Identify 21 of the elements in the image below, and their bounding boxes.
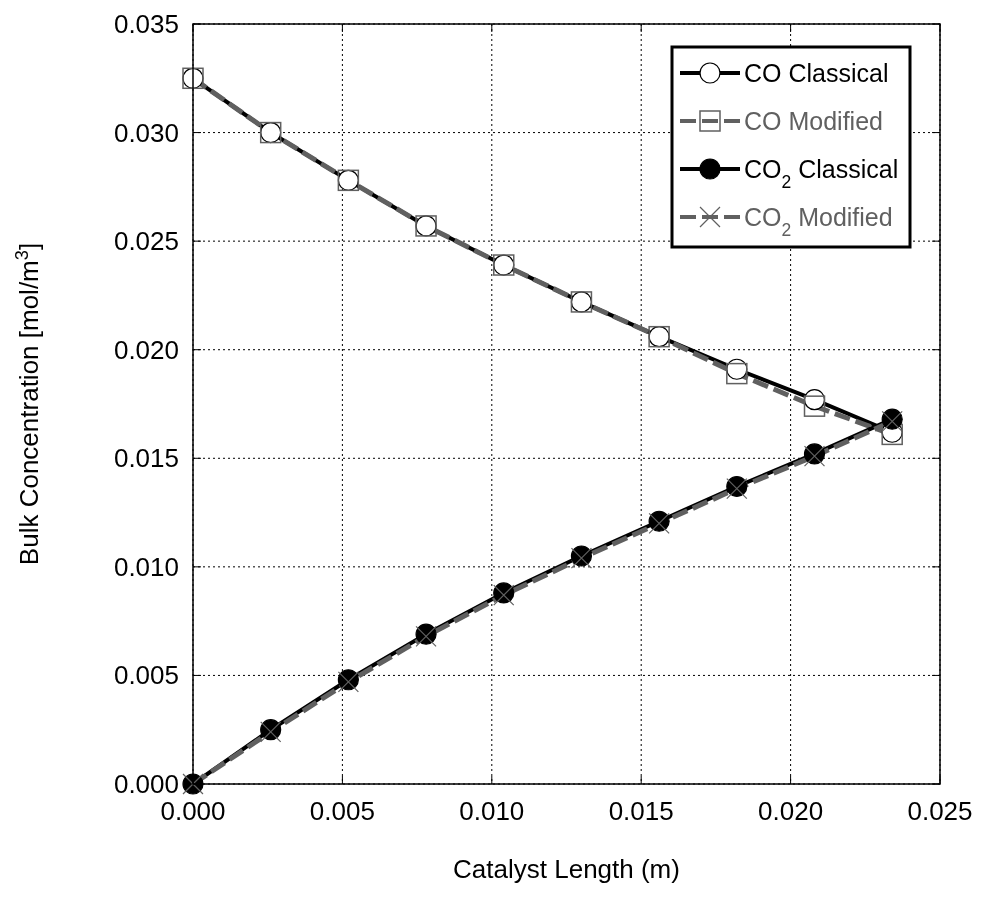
point [803,395,826,417]
x-tick-label: 0.020 [758,796,824,826]
y-tick-label: 0.025 [113,226,179,257]
x-tick-label: 0.015 [608,796,674,826]
legend-label: CO Modified [744,107,883,135]
y-tick-label: 0.020 [113,334,179,365]
y-tick-label: 0.035 [113,9,179,39]
x-tick-label: 0.000 [160,796,226,826]
x-tick-label: 0.010 [459,796,525,826]
legend-label: CO Classical [744,59,889,87]
y-tick-label: 0.000 [113,769,179,799]
y-tick-label: 0.015 [113,443,179,474]
legend-label: CO$_{2}$ Classical [744,155,899,192]
x-axis-title: Catalyst Length (m) [453,854,680,884]
y-tick-label: 0.005 [113,660,179,691]
point [726,362,748,385]
x-tick-label: 0.025 [907,796,973,826]
y-tick-label: 0.030 [113,117,179,148]
legend-label: CO$_{2}$ Modified [744,203,893,240]
x-tick-label: 0.005 [309,796,375,826]
y-tick-label: 0.010 [113,551,179,582]
